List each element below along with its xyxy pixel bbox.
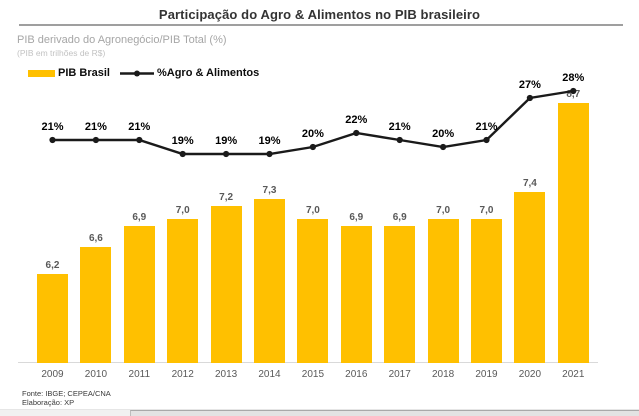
bar-value-label: 7,0 bbox=[479, 205, 494, 216]
line-point-2019 bbox=[483, 136, 490, 144]
x-axis-label-2013: 2013 bbox=[214, 369, 238, 380]
elaboration-note: Elaboração: XP bbox=[22, 398, 75, 407]
pct-value-label: 19% bbox=[258, 135, 280, 147]
line-point-2011 bbox=[136, 136, 143, 144]
x-axis-label-2019: 2019 bbox=[475, 369, 498, 380]
bar-value-label: 7,4 bbox=[522, 178, 537, 189]
legend-line-marker-icon bbox=[119, 69, 155, 78]
chart-subtitle: PIB derivado do Agronegócio/PIB Total (%… bbox=[17, 34, 227, 46]
bar-value-label: 6,2 bbox=[45, 260, 60, 271]
pct-value-label: 28% bbox=[562, 72, 584, 84]
horizontal-scrollbar[interactable] bbox=[0, 409, 639, 416]
chart-title: Participação do Agro & Alimentos no PIB … bbox=[158, 7, 481, 22]
bar-value-label: 7,3 bbox=[262, 185, 277, 196]
bar-2010 bbox=[80, 247, 112, 363]
chart-unit-note: (PIB em trilhões de R$) bbox=[17, 48, 106, 58]
x-axis-label-2016: 2016 bbox=[345, 369, 368, 380]
legend-bar-label: PIB Brasil bbox=[58, 67, 110, 79]
source-note: Fonte: IBGE; CEPEA/CNA bbox=[22, 389, 111, 398]
pct-value-label: 19% bbox=[172, 135, 194, 147]
line-point-2015 bbox=[309, 143, 316, 151]
x-axis-label-2020: 2020 bbox=[518, 369, 542, 380]
bar-value-label: 6,9 bbox=[132, 212, 147, 223]
pct-value-label: 21% bbox=[389, 121, 411, 133]
bar-2013 bbox=[210, 206, 242, 363]
legend-bar-swatch-icon bbox=[28, 69, 55, 77]
bar-2016 bbox=[340, 226, 372, 363]
pct-value-label: 22% bbox=[345, 114, 367, 126]
x-axis-label-2010: 2010 bbox=[84, 369, 108, 380]
bar-value-label: 6,9 bbox=[349, 212, 364, 223]
title-underline bbox=[19, 24, 623, 26]
bar-2020 bbox=[514, 192, 546, 363]
bar-value-label: 8,7 bbox=[566, 89, 581, 100]
bar-value-label: 7,2 bbox=[219, 192, 234, 203]
legend-line-label: %Agro & Alimentos bbox=[156, 67, 260, 79]
line-point-2016 bbox=[353, 129, 360, 137]
line-point-2020 bbox=[526, 94, 534, 102]
line-point-2017 bbox=[396, 136, 403, 144]
x-axis-label-2018: 2018 bbox=[431, 369, 455, 380]
trend-line bbox=[52, 89, 574, 156]
pct-value-label: 21% bbox=[85, 121, 107, 133]
bar-value-label: 7,0 bbox=[436, 205, 451, 216]
x-axis-label-2015: 2015 bbox=[301, 369, 325, 380]
pct-value-label: 19% bbox=[215, 135, 237, 147]
bar-2017 bbox=[384, 226, 416, 363]
bar-value-label: 7,0 bbox=[175, 205, 190, 216]
pct-value-label: 20% bbox=[432, 128, 454, 140]
bar-2021 bbox=[557, 103, 589, 363]
pct-value-label: 20% bbox=[302, 128, 324, 140]
scrollbar-thumb[interactable] bbox=[130, 410, 639, 416]
x-axis-label-2012: 2012 bbox=[171, 369, 194, 380]
bar-2019 bbox=[471, 219, 502, 363]
pct-value-label: 21% bbox=[128, 121, 150, 133]
x-axis-label-2017: 2017 bbox=[388, 369, 411, 380]
pct-value-label: 27% bbox=[519, 79, 541, 91]
pct-value-label: 21% bbox=[475, 121, 497, 133]
x-axis-label-2014: 2014 bbox=[258, 369, 281, 380]
x-axis-label-2009: 2009 bbox=[41, 369, 64, 380]
line-point-2012 bbox=[179, 150, 186, 158]
bar-2009 bbox=[37, 274, 68, 363]
bar-2018 bbox=[427, 219, 459, 363]
bar-2011 bbox=[123, 226, 155, 363]
legend: PIB Brasil %Agro & Alimentos bbox=[28, 66, 259, 80]
line-point-2010 bbox=[92, 136, 99, 144]
x-axis-label-2021: 2021 bbox=[562, 369, 585, 380]
line-point-2009 bbox=[49, 136, 56, 144]
bar-2012 bbox=[167, 219, 199, 363]
pct-value-label: 21% bbox=[41, 121, 63, 133]
bar-value-label: 7,0 bbox=[305, 205, 320, 216]
x-axis-label-2011: 2011 bbox=[128, 369, 151, 380]
line-point-2014 bbox=[266, 150, 273, 158]
bar-2015 bbox=[297, 219, 329, 363]
bar-value-label: 6,6 bbox=[88, 233, 103, 244]
line-point-2018 bbox=[440, 143, 447, 151]
line-point-2013 bbox=[223, 150, 230, 158]
bar-2014 bbox=[254, 199, 285, 363]
bar-value-label: 6,9 bbox=[392, 212, 407, 223]
